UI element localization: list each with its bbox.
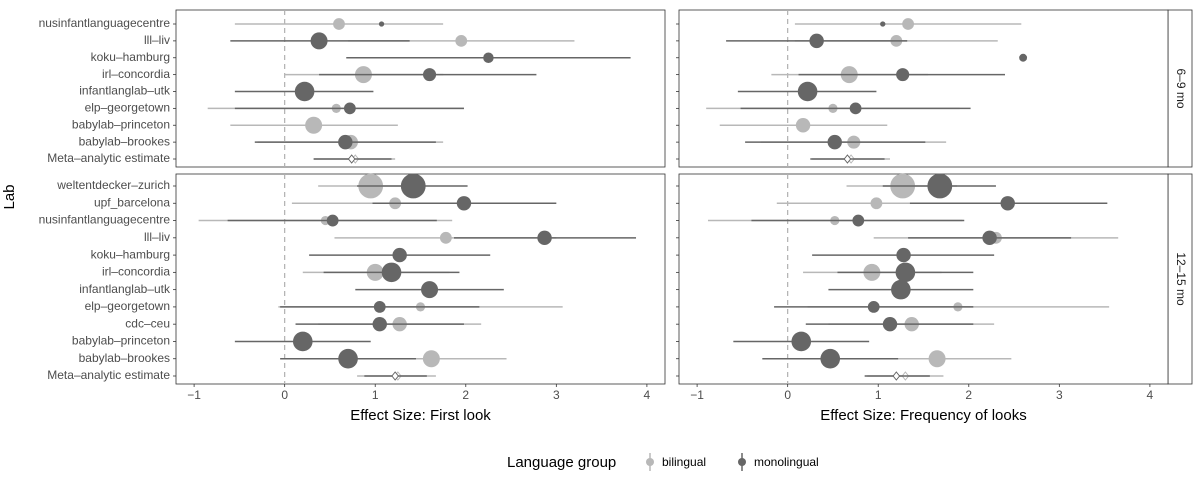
estimate-point-bilingual	[422, 350, 440, 368]
estimate-point-bilingual	[870, 197, 883, 210]
y-tick-label: nusinfantlanguagecentre	[39, 213, 171, 227]
estimate-point-monolingual	[338, 134, 353, 150]
estimate-point-monolingual	[294, 81, 315, 102]
legend-key-point-monolingual	[738, 458, 746, 466]
estimate-point-monolingual	[378, 21, 385, 27]
y-tick-label: babylab–brookes	[79, 351, 170, 365]
estimate-point-monolingual	[1000, 196, 1015, 211]
estimate-point-monolingual	[373, 301, 386, 313]
estimate-point-monolingual	[537, 230, 552, 246]
y-tick-label: infantlanglab–utk	[79, 282, 171, 296]
facet-strip-0	[1167, 9, 1193, 168]
y-tick-label: lll–liv	[144, 230, 170, 244]
x-tick-label: 3	[553, 388, 560, 402]
estimate-point-monolingual	[392, 247, 407, 263]
x-tick-label: 0	[281, 388, 288, 402]
meta-estimate-diamond-monolingual	[347, 154, 356, 164]
estimate-point-monolingual	[809, 33, 824, 49]
y-tick-label: irl–concordia	[102, 67, 170, 81]
estimate-point-monolingual	[338, 348, 358, 369]
estimate-point-bilingual	[928, 350, 946, 368]
estimate-point-monolingual	[827, 134, 842, 150]
legend-title: Language group	[507, 454, 616, 471]
x-tick-label: 2	[965, 388, 972, 402]
y-tick-label: elp–georgetown	[85, 101, 170, 115]
estimate-point-monolingual	[867, 301, 880, 313]
x-tick-label: 4	[644, 388, 651, 402]
estimate-point-monolingual	[849, 102, 862, 115]
estimate-point-monolingual	[982, 230, 997, 246]
estimate-point-monolingual	[343, 102, 356, 115]
panel-frame	[175, 9, 666, 168]
x-tick-label: 3	[1056, 388, 1063, 402]
estimate-point-bilingual	[439, 231, 452, 244]
estimate-point-monolingual	[896, 68, 910, 82]
y-tick-label: Meta–analytic estimate	[47, 151, 170, 165]
y-tick-label: koku–hamburg	[91, 247, 170, 261]
estimate-point-monolingual	[310, 32, 328, 50]
estimate-point-monolingual	[1019, 53, 1028, 62]
x-tick-label: 1	[875, 388, 882, 402]
estimate-point-monolingual	[423, 68, 437, 82]
estimate-point-monolingual	[326, 214, 339, 227]
x-axis-title: Effect Size: First look	[350, 407, 491, 424]
estimate-point-monolingual	[882, 316, 898, 332]
estimate-point-monolingual	[400, 173, 426, 199]
estimate-point-monolingual	[421, 281, 439, 299]
facet-strip-label: 6–9 mo	[1174, 68, 1188, 108]
y-tick-label: babylab–brookes	[79, 134, 170, 148]
estimate-point-monolingual	[483, 52, 494, 63]
estimate-point-monolingual	[896, 247, 911, 263]
x-axis-title: Effect Size: Frequency of looks	[820, 407, 1027, 424]
estimate-point-monolingual	[895, 262, 916, 283]
panel-frame	[678, 173, 1169, 385]
x-tick-label: 2	[462, 388, 469, 402]
estimate-point-monolingual	[797, 81, 818, 102]
legend-label-bilingual: bilingual	[662, 455, 706, 469]
panel-frame	[175, 173, 666, 385]
panel-frame	[678, 9, 1169, 168]
estimate-point-bilingual	[333, 18, 345, 30]
y-tick-label: cdc–ceu	[125, 316, 170, 330]
y-tick-label: upf_barcelona	[94, 195, 170, 209]
y-tick-label: weltentdecker–zurich	[56, 178, 170, 192]
estimate-point-monolingual	[880, 21, 886, 27]
estimate-point-bilingual	[305, 116, 323, 134]
x-tick-label: −1	[690, 388, 704, 402]
y-tick-label: infantlanglab–utk	[79, 84, 171, 98]
estimate-point-monolingual	[381, 262, 402, 283]
y-axis-title: Lab	[1, 184, 18, 209]
y-tick-label: Meta–analytic estimate	[47, 368, 170, 382]
estimate-point-bilingual	[455, 34, 468, 47]
meta-estimate-diamond-monolingual	[892, 371, 901, 381]
estimate-point-monolingual	[372, 316, 387, 332]
estimate-point-monolingual	[791, 331, 812, 352]
facet-strip-1	[1167, 173, 1193, 385]
estimate-point-monolingual	[292, 331, 313, 352]
estimate-point-monolingual	[456, 196, 472, 211]
estimate-point-monolingual	[852, 214, 865, 227]
estimate-point-monolingual	[927, 173, 953, 199]
x-tick-label: 4	[1147, 388, 1154, 402]
estimate-point-bilingual	[902, 18, 915, 30]
estimate-point-monolingual	[820, 348, 841, 369]
estimate-point-bilingual	[795, 118, 811, 133]
estimate-point-monolingual	[891, 279, 911, 300]
y-tick-label: elp–georgetown	[85, 299, 170, 313]
y-tick-label: irl–concordia	[102, 265, 170, 279]
legend-key-point-bilingual	[646, 458, 654, 466]
y-tick-label: lll–liv	[144, 33, 170, 47]
y-tick-label: babylab–princeton	[72, 117, 170, 131]
meta-estimate-diamond-monolingual	[391, 371, 399, 381]
y-tick-label: nusinfantlanguagecentre	[39, 16, 171, 30]
y-tick-label: koku–hamburg	[91, 50, 170, 64]
meta-estimate-diamond-monolingual	[843, 154, 852, 164]
legend-label-monolingual: monolingual	[754, 455, 819, 469]
x-tick-label: 0	[784, 388, 791, 402]
y-tick-label: babylab–princeton	[72, 334, 170, 348]
x-tick-label: −1	[187, 388, 201, 402]
facet-strip-label: 12–15 mo	[1174, 252, 1188, 306]
x-tick-label: 1	[372, 388, 379, 402]
